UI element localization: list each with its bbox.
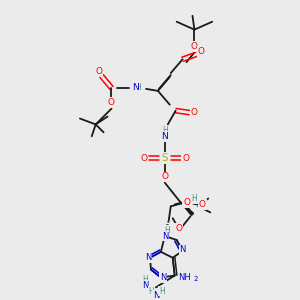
Text: N: N (161, 132, 168, 141)
Text: N: N (153, 291, 159, 300)
Text: O: O (182, 154, 189, 163)
Text: O: O (175, 224, 182, 232)
Text: O: O (108, 98, 115, 107)
Text: H: H (142, 275, 148, 284)
Text: O: O (183, 198, 190, 207)
Text: 2: 2 (193, 277, 198, 283)
Text: N: N (142, 281, 148, 290)
Text: O: O (199, 200, 206, 209)
Text: NH: NH (178, 273, 191, 282)
Text: O: O (191, 108, 198, 117)
Text: O: O (161, 172, 168, 181)
Text: O: O (191, 42, 198, 51)
Polygon shape (181, 202, 194, 215)
Text: H: H (135, 83, 141, 92)
Text: N: N (160, 273, 166, 282)
Text: N: N (179, 245, 186, 254)
Text: O: O (95, 67, 102, 76)
Text: H: H (148, 287, 154, 296)
Text: S: S (161, 153, 168, 163)
Text: H: H (164, 226, 170, 235)
Text: H: H (159, 287, 165, 296)
Text: O: O (141, 154, 148, 163)
Text: H: H (162, 126, 168, 135)
Text: N: N (162, 232, 168, 241)
Text: H: H (192, 194, 197, 203)
Text: O: O (198, 47, 205, 56)
Text: N: N (132, 83, 139, 92)
Text: N: N (145, 253, 151, 262)
